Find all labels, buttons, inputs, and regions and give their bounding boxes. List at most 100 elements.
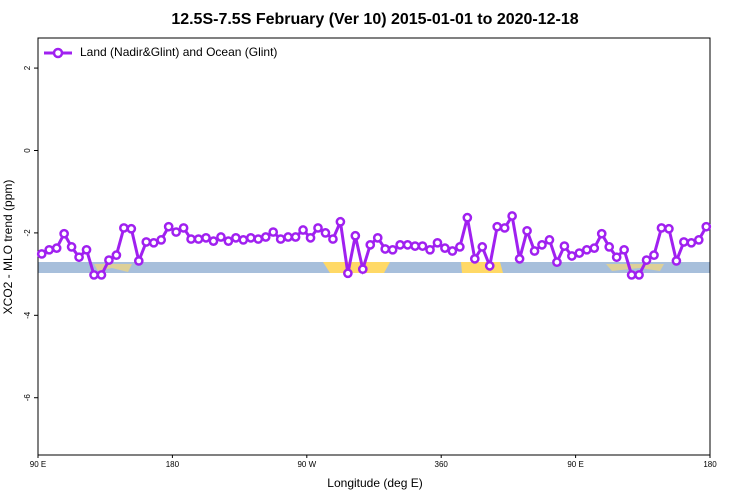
data-point — [119, 223, 129, 233]
data-point — [111, 250, 122, 261]
y-tick-label: -4 — [23, 311, 32, 319]
data-point — [74, 252, 84, 263]
data-point — [574, 248, 585, 258]
data-point — [148, 237, 159, 248]
data-point — [171, 227, 181, 237]
data-point — [357, 264, 368, 275]
y-tick-label: -2 — [23, 229, 32, 237]
data-point — [529, 246, 540, 256]
data-point — [552, 257, 562, 268]
data-point — [686, 237, 697, 248]
data-point — [589, 243, 600, 253]
y-tick-label: -6 — [23, 394, 32, 402]
data-point — [671, 256, 682, 266]
data-point — [604, 242, 615, 252]
data-point — [596, 228, 607, 239]
data-point — [253, 234, 264, 244]
data-point — [425, 244, 435, 255]
data-point — [89, 270, 99, 280]
data-point — [156, 235, 167, 245]
x-tick-label: 180 — [703, 460, 717, 469]
data-point — [559, 241, 570, 251]
data-point — [201, 232, 211, 243]
data-point — [641, 255, 652, 265]
data-point — [51, 243, 62, 253]
data-point — [328, 234, 338, 244]
data-point — [626, 270, 637, 280]
x-axis-label: Longitude (deg E) — [327, 476, 422, 490]
data-point — [343, 268, 353, 279]
plot-frame — [37, 37, 711, 456]
data-point — [664, 223, 674, 234]
x-tick-label: 180 — [166, 460, 180, 469]
legend-marker — [52, 47, 64, 59]
y-tick-label: 0 — [23, 148, 32, 153]
data-point — [186, 234, 196, 244]
data-point — [350, 230, 361, 241]
data-point — [395, 240, 405, 250]
data-point — [387, 244, 398, 255]
data-point — [679, 237, 689, 247]
data-point — [410, 241, 420, 251]
land-patch — [323, 262, 390, 273]
data-point — [231, 232, 241, 243]
data-point — [305, 232, 316, 243]
data-point — [440, 243, 450, 253]
data-point — [290, 232, 301, 242]
data-point — [36, 249, 47, 259]
data-point — [238, 235, 249, 245]
data-point — [245, 232, 256, 243]
data-point — [275, 234, 286, 244]
data-point — [59, 228, 69, 239]
y-axis-label: XCO2 - MLO trend (ppm) — [1, 180, 15, 315]
data-point — [44, 244, 55, 255]
data-point — [223, 236, 234, 246]
y-tick-label: 2 — [23, 65, 32, 70]
data-point — [380, 244, 391, 254]
data-point — [402, 240, 413, 250]
data-point — [104, 255, 114, 265]
data-point — [514, 254, 525, 264]
data-point — [693, 235, 704, 245]
data-point — [447, 246, 458, 256]
data-point — [432, 237, 443, 248]
x-tick-label: 360 — [435, 460, 449, 469]
x-tick-label: 90 E — [567, 460, 583, 469]
data-point — [581, 244, 592, 255]
data-point — [178, 223, 189, 233]
data-point — [634, 270, 644, 280]
data-point — [208, 236, 219, 246]
data-point — [126, 223, 137, 234]
data-point — [141, 237, 152, 247]
data-point — [283, 232, 293, 242]
data-point — [649, 250, 659, 261]
x-tick-label: 90 E — [30, 460, 46, 469]
data-point — [567, 251, 577, 261]
data-point — [656, 223, 667, 233]
data-point — [611, 252, 622, 263]
data-point — [335, 216, 346, 227]
data-point — [417, 241, 428, 251]
data-point — [492, 221, 503, 232]
data-point — [544, 235, 555, 245]
data-point — [96, 270, 107, 280]
legend-label: Land (Nadir&Glint) and Ocean (Glint) — [80, 45, 277, 59]
data-point — [522, 225, 532, 236]
data-point — [619, 244, 629, 255]
data-point — [313, 223, 323, 233]
data-point — [163, 221, 174, 232]
data-point — [365, 240, 376, 250]
x-tick-label: 90 W — [297, 460, 316, 469]
chart-title: 12.5S-7.5S February (Ver 10) 2015-01-01 … — [171, 11, 578, 28]
land-patch — [606, 264, 664, 271]
data-point — [455, 242, 465, 252]
data-point — [268, 227, 279, 237]
data-point — [81, 244, 92, 255]
data-point — [469, 254, 480, 264]
data-point — [477, 242, 488, 252]
data-point — [298, 225, 308, 235]
surface-strip — [38, 262, 710, 273]
data-point — [133, 256, 144, 266]
data-point — [499, 223, 510, 233]
